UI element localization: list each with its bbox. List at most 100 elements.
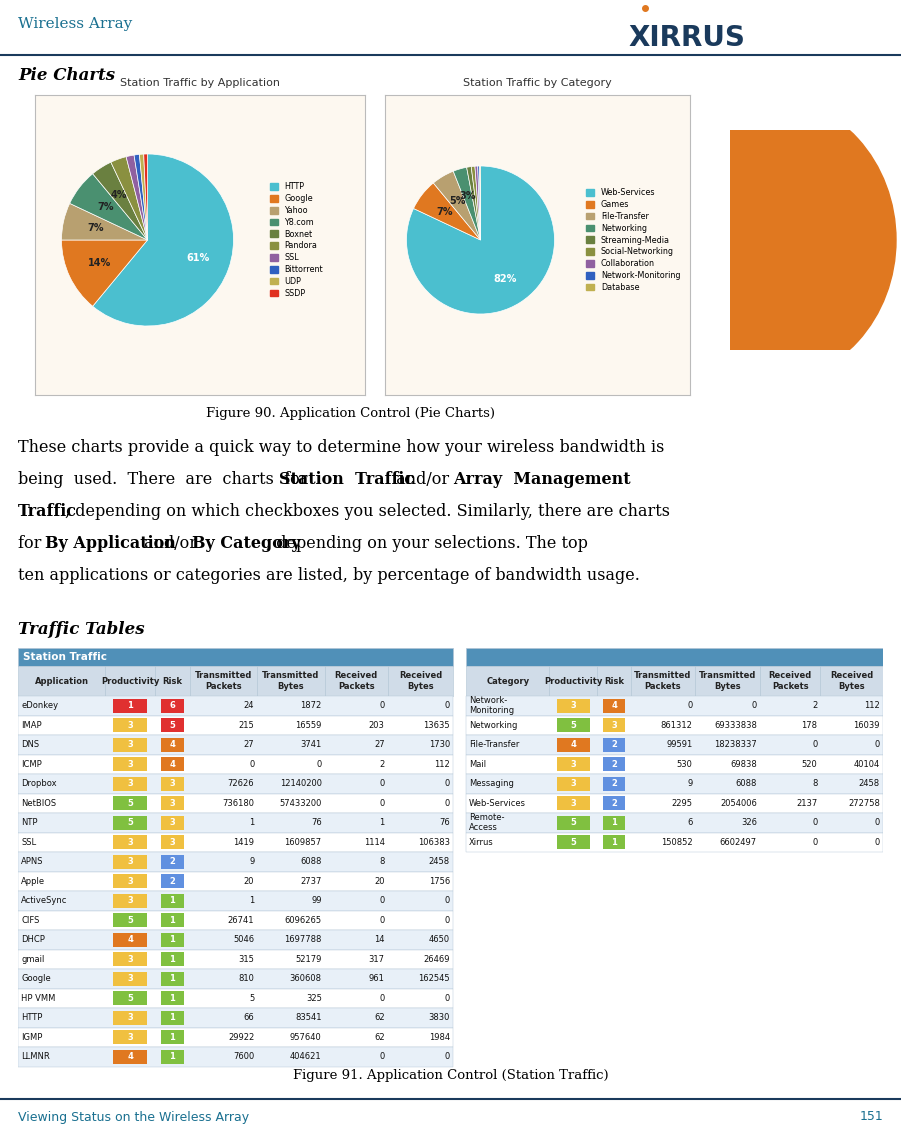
Text: 2: 2: [611, 760, 617, 769]
Text: Risk: Risk: [604, 677, 624, 686]
FancyBboxPatch shape: [18, 1028, 453, 1047]
Wedge shape: [61, 240, 148, 306]
Text: 6602497: 6602497: [720, 838, 757, 847]
Text: 4650: 4650: [429, 936, 450, 944]
Text: , depending on your selections. The top: , depending on your selections. The top: [266, 536, 587, 551]
FancyBboxPatch shape: [18, 930, 453, 949]
Text: 5: 5: [127, 799, 133, 807]
Text: 62: 62: [374, 1013, 385, 1022]
Text: 3: 3: [570, 760, 577, 769]
Text: 20: 20: [374, 877, 385, 886]
Text: and/or: and/or: [387, 471, 460, 488]
FancyBboxPatch shape: [160, 1049, 185, 1063]
Text: 2: 2: [611, 740, 617, 749]
Text: gmail: gmail: [21, 955, 44, 964]
Text: 1: 1: [379, 819, 385, 828]
Text: 14: 14: [374, 936, 385, 944]
Text: 76: 76: [440, 819, 450, 828]
Text: 0: 0: [379, 994, 385, 1003]
Text: 3: 3: [127, 896, 132, 905]
Text: By Category: By Category: [192, 536, 301, 551]
Text: 150852: 150852: [660, 838, 692, 847]
Text: Wireless Array: Wireless Array: [18, 17, 132, 31]
FancyBboxPatch shape: [160, 757, 185, 771]
Text: 5: 5: [249, 994, 254, 1003]
Text: 3741: 3741: [300, 740, 322, 749]
FancyBboxPatch shape: [113, 894, 147, 907]
FancyBboxPatch shape: [387, 666, 453, 696]
Text: 1730: 1730: [429, 740, 450, 749]
Text: 961: 961: [369, 974, 385, 984]
FancyBboxPatch shape: [160, 972, 185, 986]
Text: 5: 5: [570, 721, 577, 730]
Text: 0: 0: [445, 896, 450, 905]
Text: Category: Category: [487, 677, 529, 686]
Text: 69838: 69838: [730, 760, 757, 769]
FancyBboxPatch shape: [113, 991, 147, 1005]
Text: Transmitted
Packets: Transmitted Packets: [634, 671, 692, 691]
FancyBboxPatch shape: [18, 666, 105, 696]
FancyBboxPatch shape: [557, 796, 589, 810]
Text: Received
Bytes: Received Bytes: [399, 671, 442, 691]
Text: 3%: 3%: [460, 191, 476, 201]
Text: 1: 1: [611, 838, 617, 847]
Text: 4: 4: [169, 740, 176, 749]
FancyBboxPatch shape: [18, 891, 453, 911]
FancyBboxPatch shape: [557, 816, 589, 830]
FancyBboxPatch shape: [18, 794, 453, 813]
FancyBboxPatch shape: [190, 666, 258, 696]
FancyBboxPatch shape: [18, 988, 453, 1009]
FancyBboxPatch shape: [160, 894, 185, 907]
Text: 1: 1: [249, 819, 254, 828]
Text: 6088: 6088: [300, 857, 322, 866]
Text: 99591: 99591: [666, 740, 692, 749]
Text: 178: 178: [802, 721, 817, 730]
Text: and/or: and/or: [139, 536, 202, 551]
Text: 2458: 2458: [859, 779, 880, 788]
Text: 4: 4: [169, 760, 176, 769]
FancyBboxPatch shape: [160, 816, 185, 830]
Text: 0: 0: [445, 702, 450, 711]
FancyBboxPatch shape: [18, 911, 453, 930]
FancyBboxPatch shape: [466, 813, 883, 832]
Text: Transmitted
Bytes: Transmitted Bytes: [699, 671, 756, 691]
Text: 0: 0: [812, 819, 817, 828]
Text: 2: 2: [379, 760, 385, 769]
Text: Station Traffic by Application: Station Traffic by Application: [120, 78, 280, 88]
Text: 24: 24: [244, 702, 254, 711]
FancyBboxPatch shape: [557, 719, 589, 732]
Text: 4: 4: [127, 1052, 133, 1061]
Text: CIFS: CIFS: [21, 915, 40, 924]
Text: for: for: [18, 536, 47, 551]
Text: These charts provide a quick way to determine how your wireless bandwidth is: These charts provide a quick way to dete…: [18, 439, 664, 456]
Wedge shape: [433, 172, 480, 240]
Text: 1697788: 1697788: [285, 936, 322, 944]
FancyBboxPatch shape: [105, 666, 155, 696]
Text: 6: 6: [687, 819, 692, 828]
Wedge shape: [61, 204, 148, 240]
Text: 61%: 61%: [186, 254, 209, 263]
Text: IGMP: IGMP: [21, 1032, 42, 1041]
Text: 3: 3: [127, 1013, 132, 1022]
FancyBboxPatch shape: [821, 666, 883, 696]
Text: 3: 3: [127, 1032, 132, 1041]
Text: 0: 0: [379, 779, 385, 788]
Text: 69333838: 69333838: [714, 721, 757, 730]
Text: 4: 4: [570, 740, 577, 749]
Text: 52179: 52179: [296, 955, 322, 964]
Text: 1: 1: [249, 896, 254, 905]
Text: 5: 5: [169, 721, 176, 730]
Text: Google: Google: [21, 974, 50, 984]
Text: 520: 520: [802, 760, 817, 769]
Text: 5: 5: [570, 838, 577, 847]
FancyBboxPatch shape: [113, 1049, 147, 1063]
FancyBboxPatch shape: [18, 755, 453, 774]
Text: Array  Management: Array Management: [453, 471, 631, 488]
FancyBboxPatch shape: [160, 855, 185, 869]
Text: 3: 3: [570, 779, 577, 788]
FancyBboxPatch shape: [466, 735, 883, 755]
FancyBboxPatch shape: [557, 699, 589, 713]
Text: Traffic Tables: Traffic Tables: [18, 621, 145, 638]
FancyBboxPatch shape: [18, 774, 453, 794]
FancyBboxPatch shape: [113, 777, 147, 790]
